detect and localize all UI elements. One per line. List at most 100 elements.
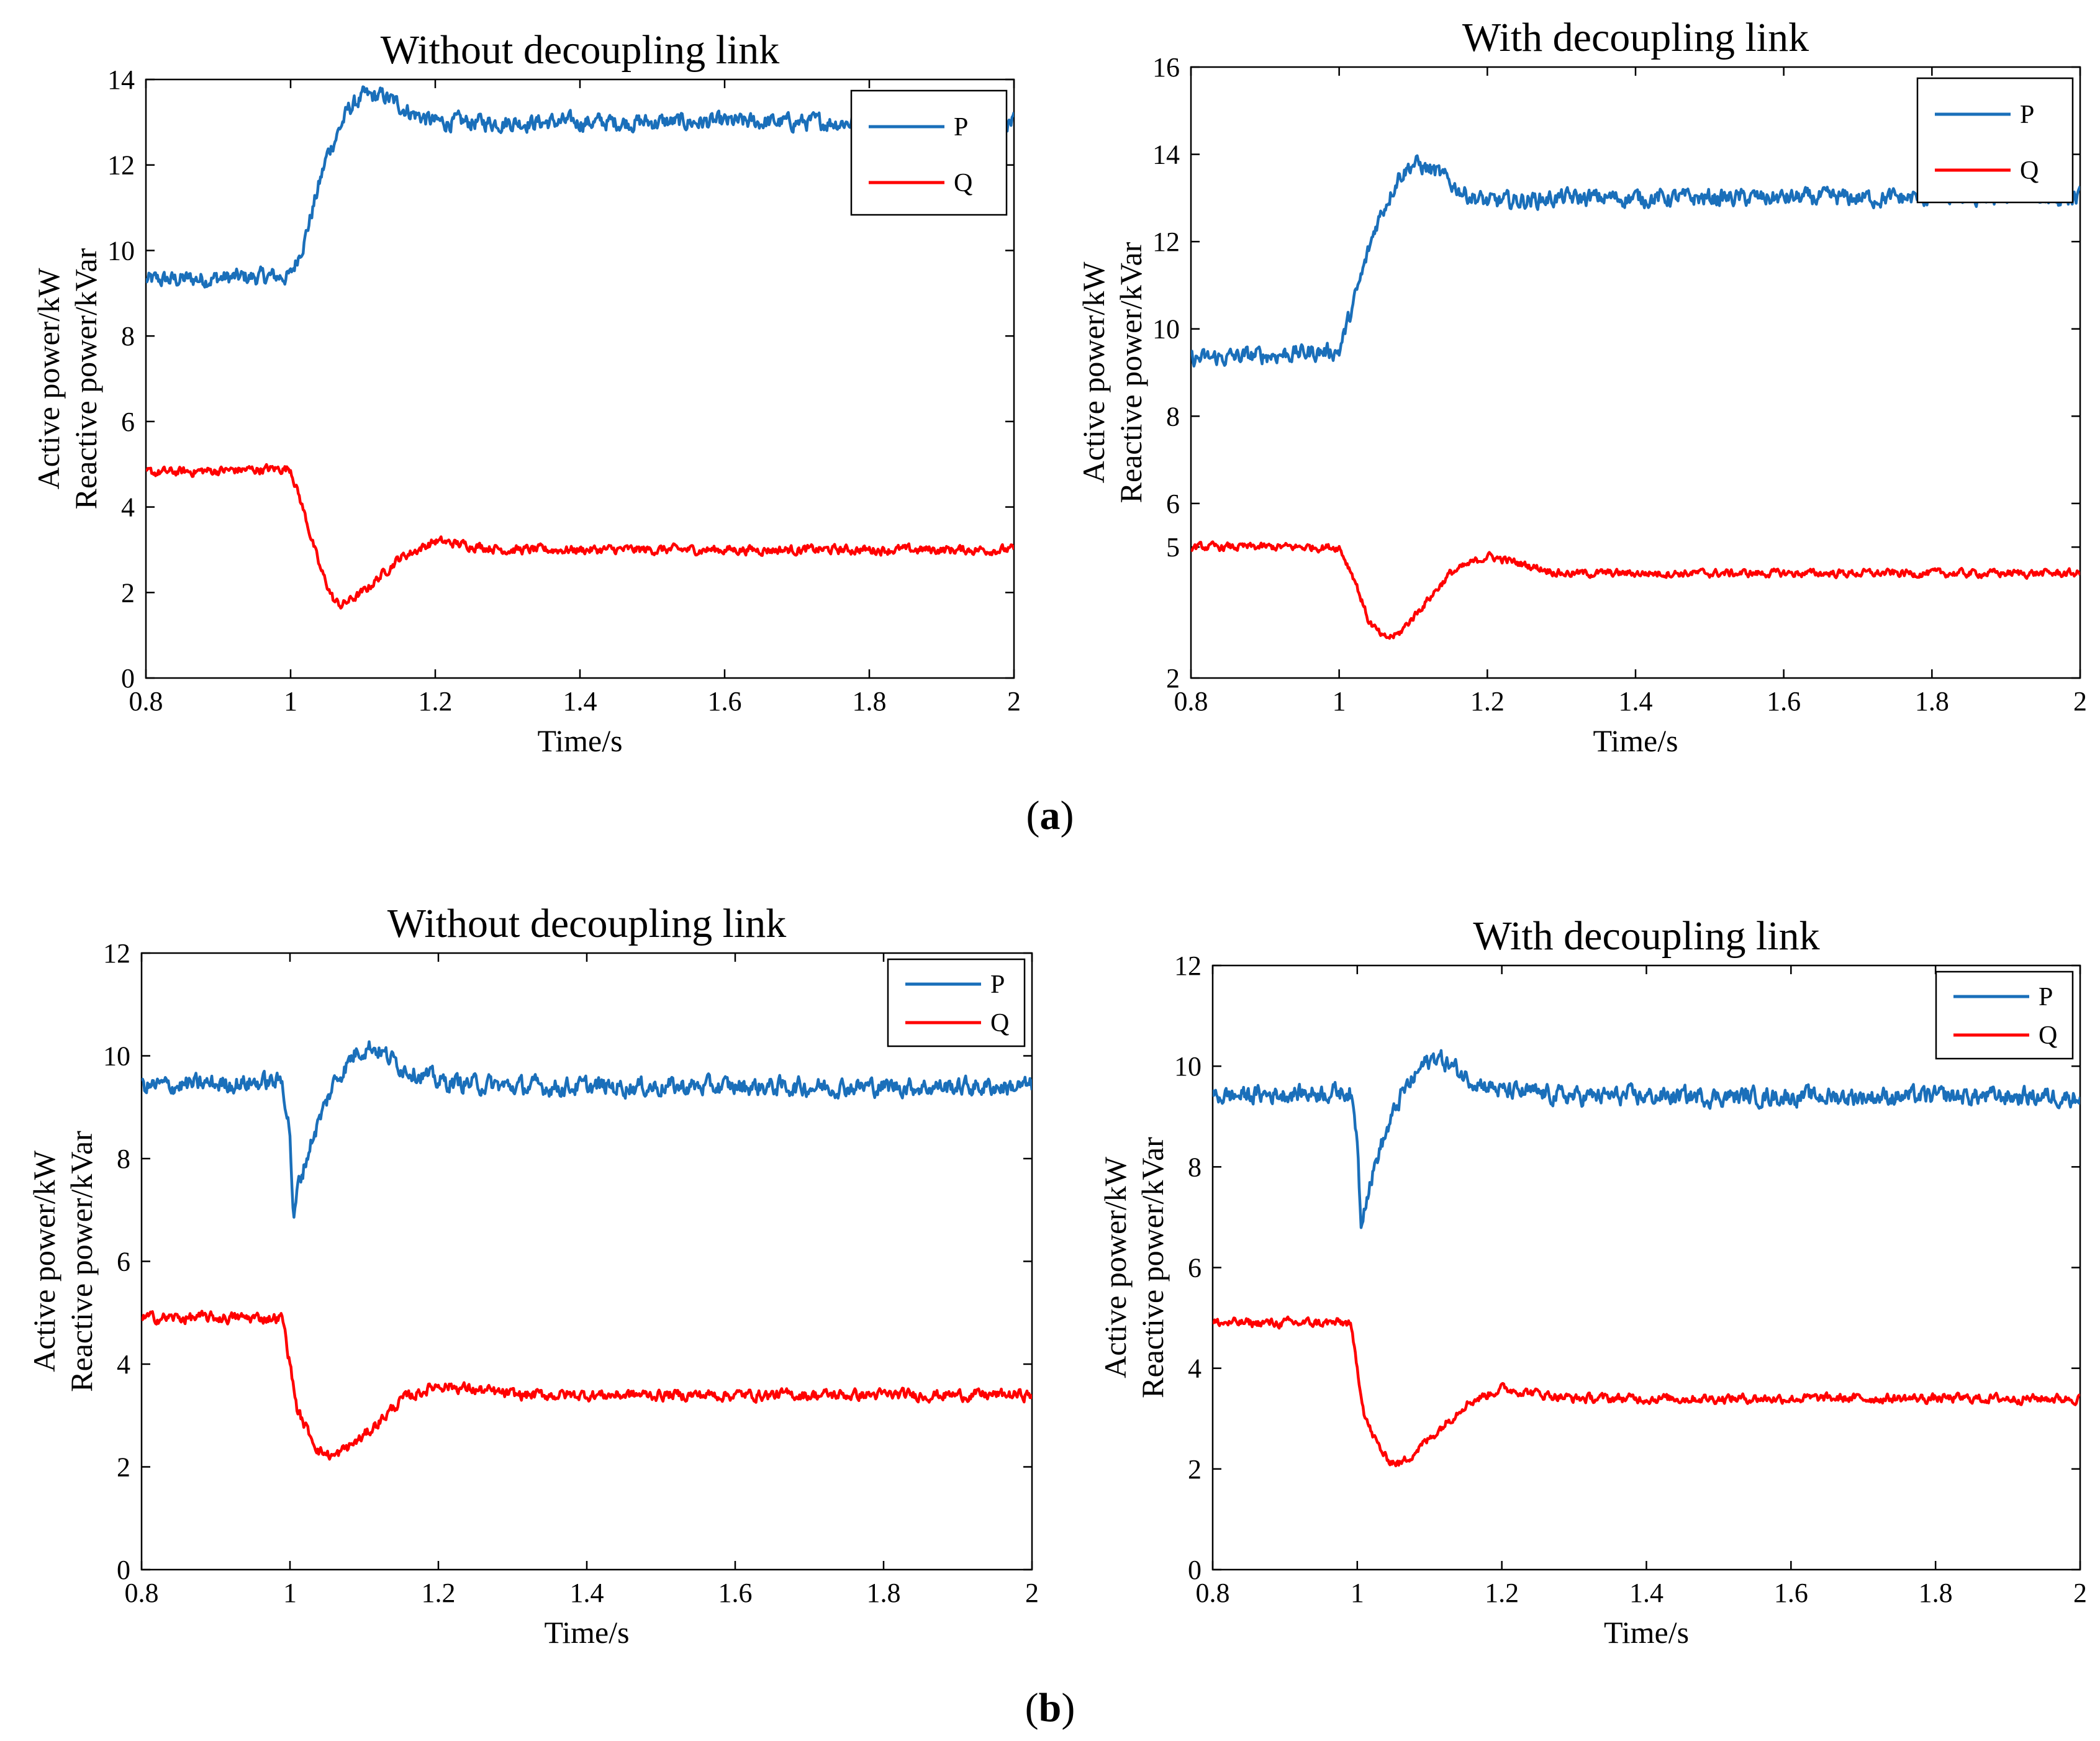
plot-frame (1211, 964, 2081, 1571)
y-axis-label-line-1: Active power/kW (1076, 261, 1111, 484)
x-tick-label: 1.2 (1470, 686, 1505, 717)
panel-label-b-close: ) (1061, 1685, 1075, 1730)
legend-label-P: P (954, 113, 968, 142)
x-tick-label: 1 (283, 1578, 297, 1608)
x-tick-label: 1.4 (1619, 686, 1653, 717)
legend-label-P: P (2039, 983, 2053, 1011)
y-tick-label: 12 (107, 150, 135, 181)
y-tick-label: 14 (107, 65, 135, 95)
legend-box (887, 958, 1026, 1047)
x-tick-label: 1.8 (867, 1578, 901, 1608)
series-line-Q (1191, 540, 2080, 640)
series-line-Q (1213, 1315, 2080, 1468)
y-axis-label-line-2: Reactive power/kVar (1135, 1137, 1170, 1398)
legend: PQ (850, 89, 1008, 216)
legend-box (850, 89, 1008, 216)
panel-label-a: (a) (1026, 793, 1074, 838)
y-tick-label: 8 (117, 1144, 130, 1174)
y-tick-label: 10 (1152, 314, 1180, 345)
y-axis-label-line-1: Active power/kW (27, 1150, 61, 1372)
y-tick-label: 6 (121, 407, 135, 437)
legend-label-Q: Q (2039, 1021, 2057, 1050)
legend-box (1935, 970, 2074, 1060)
x-tick-label: 0.8 (1196, 1578, 1230, 1608)
x-tick-label: 1.6 (718, 1578, 753, 1608)
y-tick-label: 10 (1174, 1051, 1202, 1082)
x-tick-label: 1.2 (422, 1578, 456, 1608)
x-tick-label: 1 (284, 686, 297, 717)
x-tick-label: 2 (2073, 686, 2087, 717)
y-tick-label: 2 (117, 1452, 130, 1483)
x-tick-label: 1.8 (853, 686, 887, 717)
y-tick-label: 0 (117, 1555, 130, 1585)
x-tick-label: 2 (1007, 686, 1021, 717)
y-tick-label: 2 (1188, 1454, 1202, 1485)
y-tick-label: 14 (1152, 140, 1180, 170)
y-tick-label: 12 (103, 938, 130, 969)
x-tick-label: 1 (1333, 686, 1346, 717)
y-tick-label: 8 (121, 321, 135, 351)
plot-frame (140, 952, 1033, 1571)
x-tick-label: 2 (1025, 1578, 1039, 1608)
x-tick-label: 1.2 (1485, 1578, 1519, 1608)
x-tick-label: 1.4 (570, 1578, 604, 1608)
y-tick-label: 6 (117, 1247, 130, 1277)
legend: PQ (887, 958, 1026, 1047)
x-axis-label: Time/s (537, 723, 622, 758)
y-axis-label-line-2: Reactive power/kVar (1113, 242, 1148, 503)
y-axis-label-line-2: Reactive power/kVar (68, 248, 103, 509)
y-tick-label: 0 (1188, 1555, 1202, 1585)
x-tick-label: 1.6 (708, 686, 742, 717)
y-tick-label: 12 (1174, 951, 1202, 981)
legend: PQ (1935, 970, 2074, 1060)
legend: PQ (1916, 77, 2074, 204)
y-tick-label: 12 (1152, 227, 1180, 257)
x-tick-label: 0.8 (1174, 686, 1208, 717)
y-tick-label: 2 (121, 577, 135, 608)
panel-label-a-letter: a (1040, 793, 1061, 838)
y-axis-label: Active power/kW Reactive power/kVar (27, 1131, 99, 1392)
y-tick-label: 0 (121, 663, 135, 694)
legend-label-Q: Q (2020, 156, 2039, 185)
y-axis-label-line-1: Active power/kW (31, 268, 66, 490)
x-tick-label: 2 (2073, 1578, 2087, 1608)
x-tick-label: 1.6 (1774, 1578, 1808, 1608)
chart-0: Without decoupling link 0.8 1 1.2 1.4 1.6 1.8 2… (31, 27, 1021, 758)
x-tick-label: 1.8 (1919, 1578, 1953, 1608)
y-tick-label: 8 (1166, 401, 1180, 432)
y-axis-label: Active power/kW Reactive power/kVar (1098, 1137, 1170, 1398)
panel-label-a-close: ) (1061, 793, 1074, 838)
x-tick-label: 0.8 (129, 686, 163, 717)
chart-title: With decoupling link (1462, 15, 1809, 60)
panel-label-b: (b) (1025, 1685, 1075, 1730)
legend-label-Q: Q (990, 1009, 1009, 1038)
x-axis-label: Time/s (1604, 1615, 1689, 1650)
series-line-P (1213, 1049, 2080, 1229)
legend-label-P: P (990, 970, 1005, 999)
y-axis-label-line-1: Active power/kW (1098, 1156, 1133, 1378)
x-tick-label: 1.8 (1915, 686, 1949, 717)
y-axis-label-line-2: Reactive power/kVar (64, 1131, 99, 1392)
x-tick-label: 1.6 (1767, 686, 1801, 717)
panel-label-b-letter: b (1039, 1685, 1062, 1730)
y-tick-label: 4 (117, 1349, 130, 1380)
y-tick-label: 10 (103, 1041, 130, 1072)
y-tick-label: 16 (1152, 52, 1180, 83)
x-tick-label: 1.4 (563, 686, 597, 717)
chart-3: With decoupling link 0.8 1 1.2 1.4 1.6 1.8 2 0 2 4… (1098, 913, 2087, 1650)
x-tick-label: 0.8 (125, 1578, 159, 1608)
y-tick-label: 4 (1188, 1354, 1202, 1384)
legend-box (1916, 77, 2074, 204)
y-tick-label: 6 (1188, 1253, 1202, 1283)
y-axis-label: Active power/kW Reactive power/kVar (1076, 242, 1148, 503)
panel-label-b-open: ( (1025, 1685, 1039, 1730)
y-tick-label: 10 (107, 235, 135, 266)
chart-title: With decoupling link (1473, 913, 1819, 959)
panel-label-a-open: ( (1026, 793, 1040, 838)
chart-2: Without decoupling link 0.8 1 1.2 1.4 1.6 1.8 2… (27, 901, 1039, 1650)
y-axis-label: Active power/kW Reactive power/kVar (31, 248, 103, 509)
y-tick-label: 4 (121, 492, 135, 523)
series-line-Q (142, 1309, 1032, 1461)
y-tick-label: 6 (1166, 489, 1180, 519)
